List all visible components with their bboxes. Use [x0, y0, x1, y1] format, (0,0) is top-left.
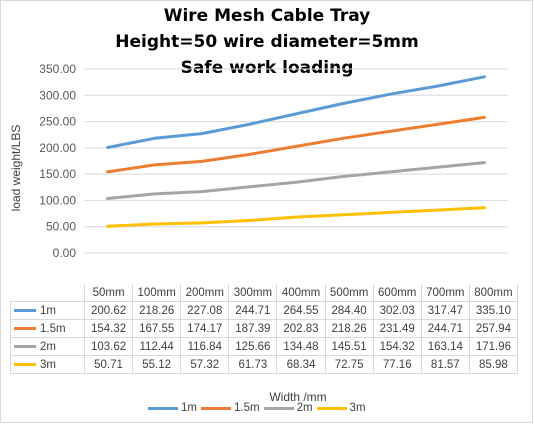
y-tick-label: 50.00 — [46, 220, 76, 234]
series-name: 2m — [40, 340, 56, 353]
chart-title-line-2: Height=50 wire diameter=5mm — [115, 32, 419, 52]
y-tick-label: 0.00 — [53, 246, 77, 260]
table-row: 1m 200.62 218.26 227.08 244.71 264.55 284.40 30… — [10, 301, 518, 320]
x-tick-label: 300mm — [228, 284, 278, 302]
data-label: 227.08 — [180, 301, 230, 320]
legend-key — [263, 406, 294, 410]
legend-key — [14, 344, 36, 348]
chart-title-line-3: Safe work loading — [180, 58, 354, 78]
data-label: 77.16 — [372, 355, 422, 374]
legend-item: 3m — [316, 402, 366, 414]
data-label: 231.49 — [372, 319, 422, 338]
series-line-1.5m — [106, 115, 486, 174]
legend: 1m 1.5m 2m 3m — [148, 402, 366, 414]
data-label: 55.12 — [132, 355, 182, 374]
legend-label: 3m — [349, 402, 366, 414]
x-tick-label: 50mm — [83, 284, 134, 302]
row-legend: 3m — [10, 355, 85, 374]
data-label: 85.98 — [468, 355, 518, 374]
legend-label: 1.5m — [233, 402, 260, 414]
legend-item: 1.5m — [200, 402, 260, 414]
row-legend: 2m — [10, 337, 85, 356]
data-label: 302.03 — [372, 301, 422, 320]
data-label: 167.55 — [132, 319, 182, 338]
series-line-2m — [106, 161, 486, 200]
row-legend: 1m — [10, 301, 85, 320]
data-label: 50.71 — [83, 355, 134, 374]
x-axis-label: Width /mm — [269, 390, 327, 404]
data-label: 134.48 — [276, 337, 326, 356]
table-header-row: 50mm 100mm 200mm 300mm 400mm 500mm 600mm 700mm 8… — [10, 284, 518, 302]
legend-key — [200, 406, 231, 410]
data-label: 257.94 — [468, 319, 518, 338]
data-label: 200.62 — [83, 301, 134, 320]
data-label: 317.47 — [420, 301, 470, 320]
data-label: 163.14 — [420, 337, 470, 356]
y-tick-label: 100.00 — [39, 193, 76, 207]
x-tick-label: 800mm — [468, 284, 518, 302]
data-label: 218.26 — [324, 319, 374, 338]
legend-item: 1m — [148, 402, 197, 414]
legend-label: 1m — [181, 402, 197, 414]
data-label: 244.71 — [228, 301, 278, 320]
row-legend: 1.5m — [10, 319, 85, 338]
data-label: 103.62 — [83, 337, 134, 356]
data-table: 50mm 100mm 200mm 300mm 400mm 500mm 600mm 700mm 8… — [10, 284, 518, 374]
data-label: 61.73 — [228, 355, 278, 374]
table-row: 2m 103.62 112.44 116.84 125.66 134.48 145.51 15… — [10, 337, 518, 356]
data-label: 171.96 — [468, 337, 518, 356]
data-label: 335.10 — [468, 301, 518, 320]
y-tick-label: 150.00 — [39, 167, 76, 181]
legend-item: 2m — [263, 402, 313, 414]
legend-key — [316, 406, 347, 410]
data-label: 187.39 — [228, 319, 278, 338]
series-name: 3m — [40, 358, 56, 371]
data-label: 154.32 — [83, 319, 134, 338]
x-tick-label: 200mm — [180, 284, 230, 302]
x-tick-label: 700mm — [420, 284, 470, 302]
data-label: 154.32 — [372, 337, 422, 356]
data-label: 57.32 — [180, 355, 230, 374]
x-tick-label: 100mm — [132, 284, 182, 302]
table-corner — [10, 284, 85, 302]
table-row: 1.5m 154.32 167.55 174.17 187.39 202.83 218.26… — [10, 319, 518, 338]
data-label: 264.55 — [276, 301, 326, 320]
data-label: 72.75 — [324, 355, 374, 374]
series-line-1m — [106, 75, 486, 149]
x-tick-label: 600mm — [372, 284, 422, 302]
y-tick-label: 300.00 — [39, 88, 76, 102]
x-tick-label: 500mm — [324, 284, 374, 302]
data-label: 202.83 — [276, 319, 326, 338]
data-label: 244.71 — [420, 319, 470, 338]
y-tick-label: 350.00 — [39, 62, 76, 76]
data-label: 112.44 — [132, 337, 182, 356]
series-name: 1.5m — [40, 322, 66, 335]
chart-title-line-1: Wire Mesh Cable Tray — [163, 6, 371, 26]
data-label: 81.57 — [420, 355, 470, 374]
x-tick-label: 400mm — [276, 284, 326, 302]
y-tick-label: 250.00 — [39, 115, 76, 129]
table-row: 3m 50.71 55.12 57.32 61.73 68.34 72.75 77.16 81.… — [10, 355, 518, 374]
data-label: 116.84 — [180, 337, 230, 356]
data-label: 125.66 — [228, 337, 278, 356]
series-line-3m — [106, 206, 486, 228]
y-tick-label: 200.00 — [39, 141, 76, 155]
legend-key — [14, 326, 36, 330]
legend-key — [14, 308, 36, 312]
data-label: 145.51 — [324, 337, 374, 356]
data-label: 68.34 — [276, 355, 326, 374]
series-name: 1m — [40, 304, 56, 317]
legend-key — [14, 362, 36, 366]
data-label: 174.17 — [180, 319, 230, 338]
data-label: 284.40 — [324, 301, 374, 320]
legend-label: 2m — [296, 402, 313, 414]
data-label: 218.26 — [132, 301, 182, 320]
legend-key — [148, 406, 178, 410]
